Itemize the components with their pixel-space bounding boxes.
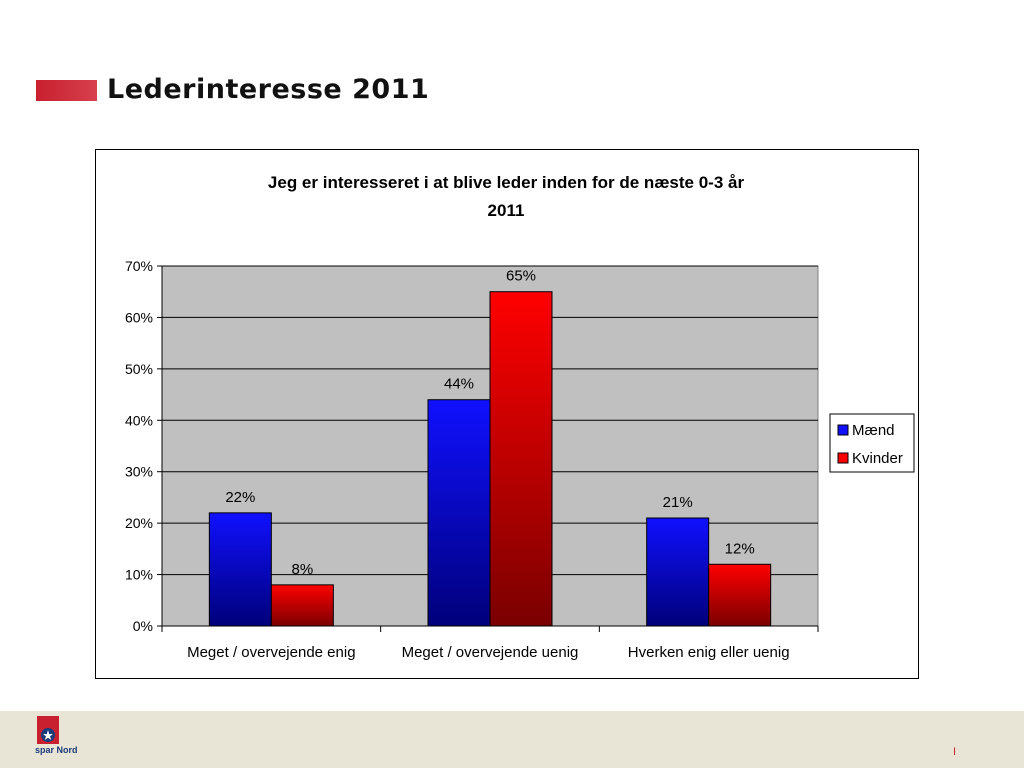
footer-bar (0, 711, 1024, 768)
legend-swatch-mænd (837, 424, 849, 436)
chart-title-line1: Jeg er interesseret i at blive leder ind… (268, 173, 745, 192)
y-tick-label: 40% (125, 412, 153, 428)
legend-label: Kvinder (852, 450, 903, 467)
title-accent-bar (36, 80, 97, 101)
chart-title-line2: 2011 (488, 201, 525, 220)
y-tick-label: 70% (125, 258, 153, 274)
y-tick-label: 60% (125, 309, 153, 325)
chart-frame: Jeg er interesseret i at blive leder ind… (95, 149, 919, 679)
page-number: I (953, 746, 957, 758)
x-tick-label: Hverken enig eller uenig (628, 644, 790, 661)
spar-nord-logo-icon (37, 716, 59, 744)
bar-kvinder (708, 563, 772, 627)
y-tick-label: 30% (125, 464, 153, 480)
x-tick-label: Meget / overvejende uenig (402, 644, 579, 661)
data-label: 21% (663, 494, 693, 511)
data-label: 65% (506, 268, 536, 285)
bar-mænd (427, 399, 491, 627)
x-tick-label: Meget / overvejende enig (187, 644, 355, 661)
legend-label: Mænd (852, 422, 895, 439)
bar-chart: Jeg er interesseret i at blive leder ind… (125, 173, 915, 661)
bar-kvinder (270, 584, 334, 627)
y-tick-label: 20% (125, 515, 153, 531)
data-label: 8% (291, 561, 313, 578)
bar-kvinder (489, 291, 553, 627)
y-tick-label: 10% (125, 567, 153, 583)
logo-text: spar Nord (35, 745, 78, 755)
y-tick-label: 0% (133, 618, 153, 634)
data-label: 22% (225, 489, 255, 506)
data-label: 44% (444, 376, 474, 393)
bar-mænd (646, 517, 710, 627)
bar-mænd (208, 512, 272, 627)
y-tick-label: 50% (125, 361, 153, 377)
legend-swatch-kvinder (837, 452, 849, 464)
data-label: 12% (725, 540, 755, 557)
slide-title: Lederinteresse 2011 (107, 74, 430, 105)
